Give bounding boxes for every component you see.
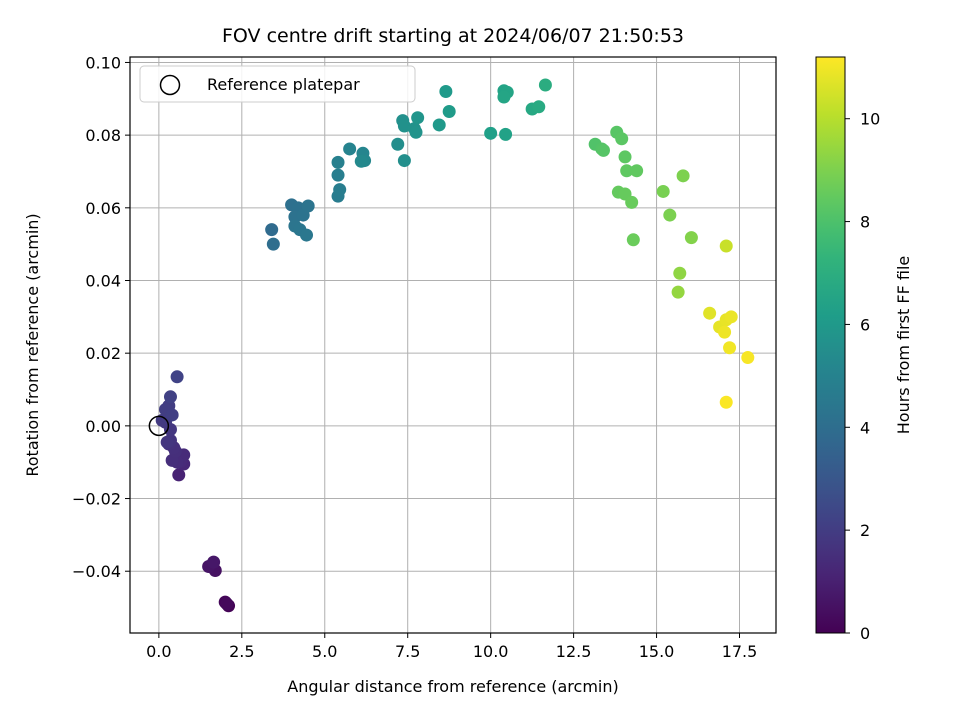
colorbar-ticks: 0 2 4 6 8 10 [845, 110, 880, 643]
scatter-point [265, 223, 279, 237]
scatter-point [615, 132, 629, 146]
scatter-point [532, 100, 546, 114]
scatter-point [220, 597, 234, 611]
scatter-point [163, 390, 177, 404]
y-tick-label: 0.06 [85, 199, 121, 218]
data-points [148, 78, 755, 613]
scatter-point [484, 126, 498, 140]
scatter-point [207, 555, 221, 569]
x-tick-label: 17.5 [722, 642, 758, 661]
colorbar-label: Hours from first FF file [894, 256, 913, 435]
scatter-point [333, 183, 347, 197]
scatter-point [718, 325, 732, 339]
scatter-point [673, 266, 687, 280]
legend-box [139, 65, 416, 103]
y-tick-label: 0.08 [85, 126, 121, 145]
scatter-point [266, 237, 280, 251]
colorbar-tick-label: 6 [860, 315, 870, 334]
legend: Reference platepar [139, 65, 416, 103]
scatter-point [703, 306, 717, 320]
x-tick-label: 5.0 [312, 642, 337, 661]
y-axis-label: Rotation from reference (arcmin) [23, 213, 42, 476]
scatter-point [397, 119, 411, 133]
scatter-point [397, 154, 411, 168]
scatter-point [411, 111, 425, 125]
scatter-point [724, 310, 738, 324]
colorbar-tick-label: 0 [860, 624, 870, 643]
reference-platepar-marker [148, 415, 170, 437]
plot-frame [129, 56, 777, 634]
y-tick-label: 0.02 [85, 344, 121, 363]
scatter-point [442, 105, 456, 119]
scatter-point [300, 228, 314, 242]
scatter-point [391, 137, 405, 151]
scatter-point [432, 118, 446, 132]
scatter-point [343, 142, 357, 156]
scatter-point [331, 155, 345, 169]
y-tick-label: −0.02 [72, 490, 121, 509]
scatter-point [409, 125, 423, 139]
x-tick-label: 7.5 [395, 642, 420, 661]
scatter-point [719, 239, 733, 253]
y-tick-label: 0.04 [85, 271, 121, 290]
scatter-point [723, 341, 737, 355]
scatter-point [160, 435, 174, 449]
scatter-point [618, 150, 632, 164]
x-tick-label: 10.0 [473, 642, 509, 661]
scatter-point [331, 168, 345, 182]
scatter-point [499, 127, 513, 141]
scatter-point [676, 169, 690, 183]
y-tick-label: 0.00 [85, 417, 121, 436]
scatter-point [656, 184, 670, 198]
x-tick-label: 0.0 [146, 642, 171, 661]
scatter-point [630, 164, 644, 178]
scatter-point [301, 199, 315, 213]
colorbar-tick-label: 10 [860, 110, 880, 129]
chart-title: FOV centre drift starting at 2024/06/07 … [222, 25, 684, 47]
colorbar-tick-label: 2 [860, 521, 870, 540]
colorbar-gradient [815, 56, 846, 634]
scatter-point [719, 395, 733, 409]
scatter-point [439, 85, 453, 99]
y-axis-ticks: −0.04 −0.02 0.00 0.02 0.04 0.06 0.08 0.10 [72, 53, 130, 581]
scatter-point [172, 468, 186, 482]
x-axis-label: Angular distance from reference (arcmin) [287, 677, 618, 696]
scatter-point [354, 154, 368, 168]
colorbar-tick-label: 4 [860, 418, 870, 437]
scatter-point [596, 143, 610, 157]
scatter-point [663, 208, 677, 222]
y-tick-label: 0.10 [85, 53, 121, 72]
scatter-point [620, 164, 634, 178]
x-tick-label: 15.0 [639, 642, 675, 661]
legend-reference-marker [159, 74, 181, 96]
scatter-point [671, 285, 685, 299]
scatter-point [741, 351, 755, 365]
scatter-point [170, 370, 184, 384]
scatter-point [684, 231, 698, 245]
legend-entry-reference: Reference platepar [207, 75, 360, 94]
scatter-point [497, 90, 511, 104]
x-tick-label: 12.5 [556, 642, 592, 661]
grid-lines [130, 57, 776, 633]
colorbar-tick-label: 8 [860, 213, 870, 232]
y-tick-label: −0.04 [72, 562, 121, 581]
scatter-point [625, 195, 639, 209]
scatter-point [165, 408, 179, 422]
x-tick-label: 2.5 [229, 642, 254, 661]
scatter-point [538, 78, 552, 92]
x-axis-ticks: 0.0 2.5 5.0 7.5 10.0 12.5 15.0 17.5 [146, 633, 757, 661]
colorbar: 0 2 4 6 8 10 Hours from first FF file [815, 56, 913, 643]
scatter-point [626, 233, 640, 247]
